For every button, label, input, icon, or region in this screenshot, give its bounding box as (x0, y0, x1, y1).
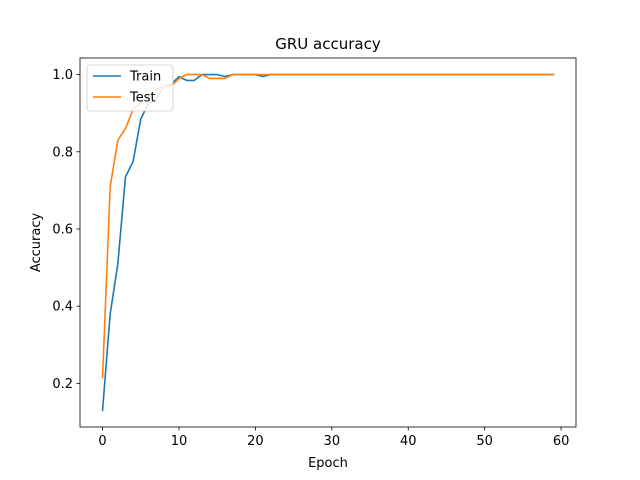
y-tick-label: 0.4 (52, 300, 73, 315)
x-tick-label: 10 (171, 434, 188, 449)
x-tick-label: 0 (98, 434, 106, 449)
x-axis-title: Epoch (308, 456, 348, 471)
y-tick-label: 1.0 (52, 68, 73, 83)
y-tick-label: 0.6 (52, 222, 73, 237)
y-tick-label: 0.8 (52, 145, 73, 160)
x-tick-label: 30 (324, 434, 341, 449)
y-axis: 0.2 0.4 0.6 0.8 1.0 (52, 68, 80, 392)
series-layer (101, 73, 555, 412)
x-axis: 0 10 20 30 40 50 60 (98, 427, 569, 449)
plot-area (80, 58, 576, 427)
legend: Train Test (86, 64, 174, 112)
legend-label-test: Test (129, 91, 156, 106)
x-tick-label: 20 (247, 434, 264, 449)
x-tick-label: 60 (553, 434, 570, 449)
x-tick-label: 40 (400, 434, 417, 449)
y-tick-label: 0.2 (52, 377, 73, 392)
x-tick-label: 50 (476, 434, 493, 449)
legend-label-train: Train (129, 70, 161, 85)
plot-frame (79, 57, 577, 428)
chart-title: GRU accuracy (275, 35, 381, 53)
series-line-test (101, 73, 555, 379)
y-axis-title: Accuracy (29, 213, 44, 273)
